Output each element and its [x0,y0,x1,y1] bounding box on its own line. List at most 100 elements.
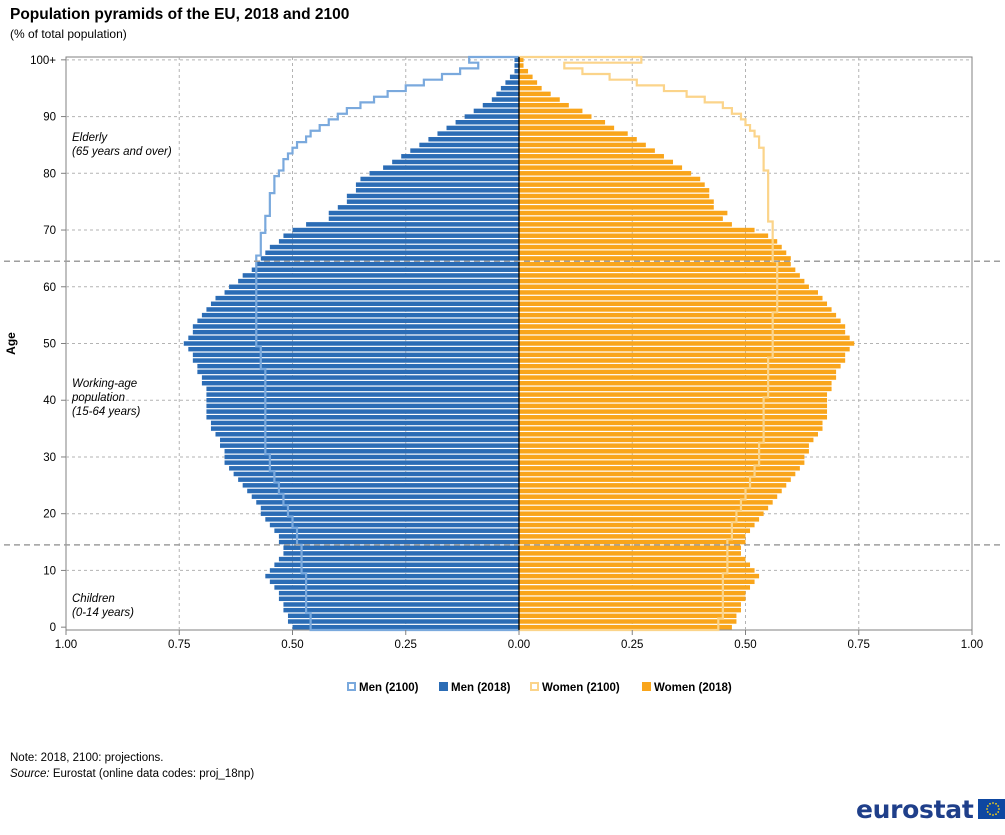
bar-women_2018 [519,57,524,63]
bar-men_2018 [274,528,519,533]
pyramid-chart: 1.00 0.75 0.50 0.25 0.00 0.25 0.50 0.75 1.00 0 10 2… [4,55,1000,694]
source-value: Eurostat (online data codes: proj_18np) [52,768,255,780]
bar-men_2018 [206,392,519,397]
bar-women_2018 [519,227,755,233]
bar-women_2018 [519,590,746,596]
bar-women_2018 [519,494,778,499]
bar-men_2018 [283,607,519,613]
x-tick-label: 0.75 [168,639,190,651]
bar-men_2018 [247,488,519,494]
bar-men_2018 [428,137,519,142]
bar-women_2018 [519,505,769,511]
bar-men_2018 [514,63,519,68]
y-tick-label: 80 [43,168,56,180]
bar-women_2018 [519,602,741,607]
bar-men_2018 [260,256,519,261]
bar-women_2018 [519,290,818,295]
bar-women_2018 [519,171,692,176]
x-tick-label: 0.50 [734,639,756,651]
bar-women_2018 [519,517,760,522]
bar-women_2018 [519,108,583,114]
bar-men_2018 [496,91,519,97]
bar-women_2018 [519,534,746,539]
bar-men_2018 [278,239,519,244]
bar-women_2018 [519,613,737,619]
flag-star [988,802,991,805]
bar-women_2018 [519,278,805,284]
flag-star [991,802,994,804]
bar-women_2018 [519,307,832,312]
bar-women_2018 [519,568,755,573]
bar-women_2018 [519,125,615,131]
bar-women_2018 [519,142,646,148]
bar-men_2018 [283,602,519,607]
bar-men_2018 [355,182,519,187]
bar-men_2018 [260,511,519,516]
y-tick-label: 20 [43,509,56,521]
bar-men_2018 [269,579,519,585]
outline-men_2100 [255,55,519,632]
source-label: Source: [10,768,50,780]
bar-men_2018 [455,120,519,125]
bar-women_2018 [519,154,664,159]
bar-women_2018 [519,312,837,318]
bar-women_2018 [519,363,841,369]
bar-men_2018 [265,573,519,579]
legend-swatch [530,682,539,691]
x-tick-label: 0.25 [395,639,417,651]
bar-men_2018 [500,85,519,91]
legend-label: Women (2018) [654,682,732,694]
bar-women_2018 [519,573,760,579]
bar-women_2018 [519,522,755,528]
bar-men_2018 [383,165,519,170]
bar-men_2018 [355,188,519,193]
bar-men_2018 [283,233,519,238]
bar-men_2018 [215,295,520,301]
bar-women_2018 [519,131,628,136]
bar-women_2018 [519,301,828,307]
bar-men_2018 [229,284,519,290]
axes: 1.00 0.75 0.50 0.25 0.00 0.25 0.50 0.75 1.00 0 10 2… [4,55,983,651]
bar-women_2018 [519,193,710,199]
bar-men_2018 [269,522,519,528]
bar-men_2018 [278,556,519,562]
bar-men_2018 [192,352,519,358]
bar-men_2018 [220,437,519,443]
bar-men_2018 [201,375,519,380]
bar-women_2018 [519,85,542,91]
bar-women_2018 [519,318,841,324]
bar-men_2018 [256,261,519,267]
bar-women_2018 [519,329,846,335]
bar-women_2018 [519,437,814,443]
flag-star [985,808,988,810]
eurostat-logo: eurostat [856,795,1005,824]
legend-swatch [642,682,651,691]
y-tick-label: 100+ [30,55,56,67]
bar-men_2018 [269,244,519,250]
bar-women_2018 [519,579,755,585]
bar-men_2018 [260,505,519,511]
bar-men_2018 [206,403,519,409]
bar-men_2018 [514,68,519,74]
bar-men_2018 [337,205,519,210]
bar-men_2018 [206,386,519,392]
bar-men_2018 [482,102,519,108]
flag-star [994,813,997,816]
bar-men_2018 [306,222,519,227]
bar-men_2018 [220,443,519,448]
x-tick-label: 0.25 [621,639,643,651]
y-tick-label: 60 [43,282,56,294]
bar-men_2018 [251,494,520,499]
bar-women_2018 [519,284,809,290]
bar-women_2018 [519,74,533,80]
bar-women_2018 [519,420,823,426]
bar-women_2018 [519,63,524,68]
flag-star [996,805,999,807]
bar-women_2018 [519,216,723,221]
bar-women_2018 [519,375,837,380]
bar-women_2018 [519,199,714,204]
y-tick-label: 10 [43,565,56,577]
bar-men_2018 [206,397,519,403]
bar-men_2018 [210,420,519,426]
bar-men_2018 [278,534,519,539]
